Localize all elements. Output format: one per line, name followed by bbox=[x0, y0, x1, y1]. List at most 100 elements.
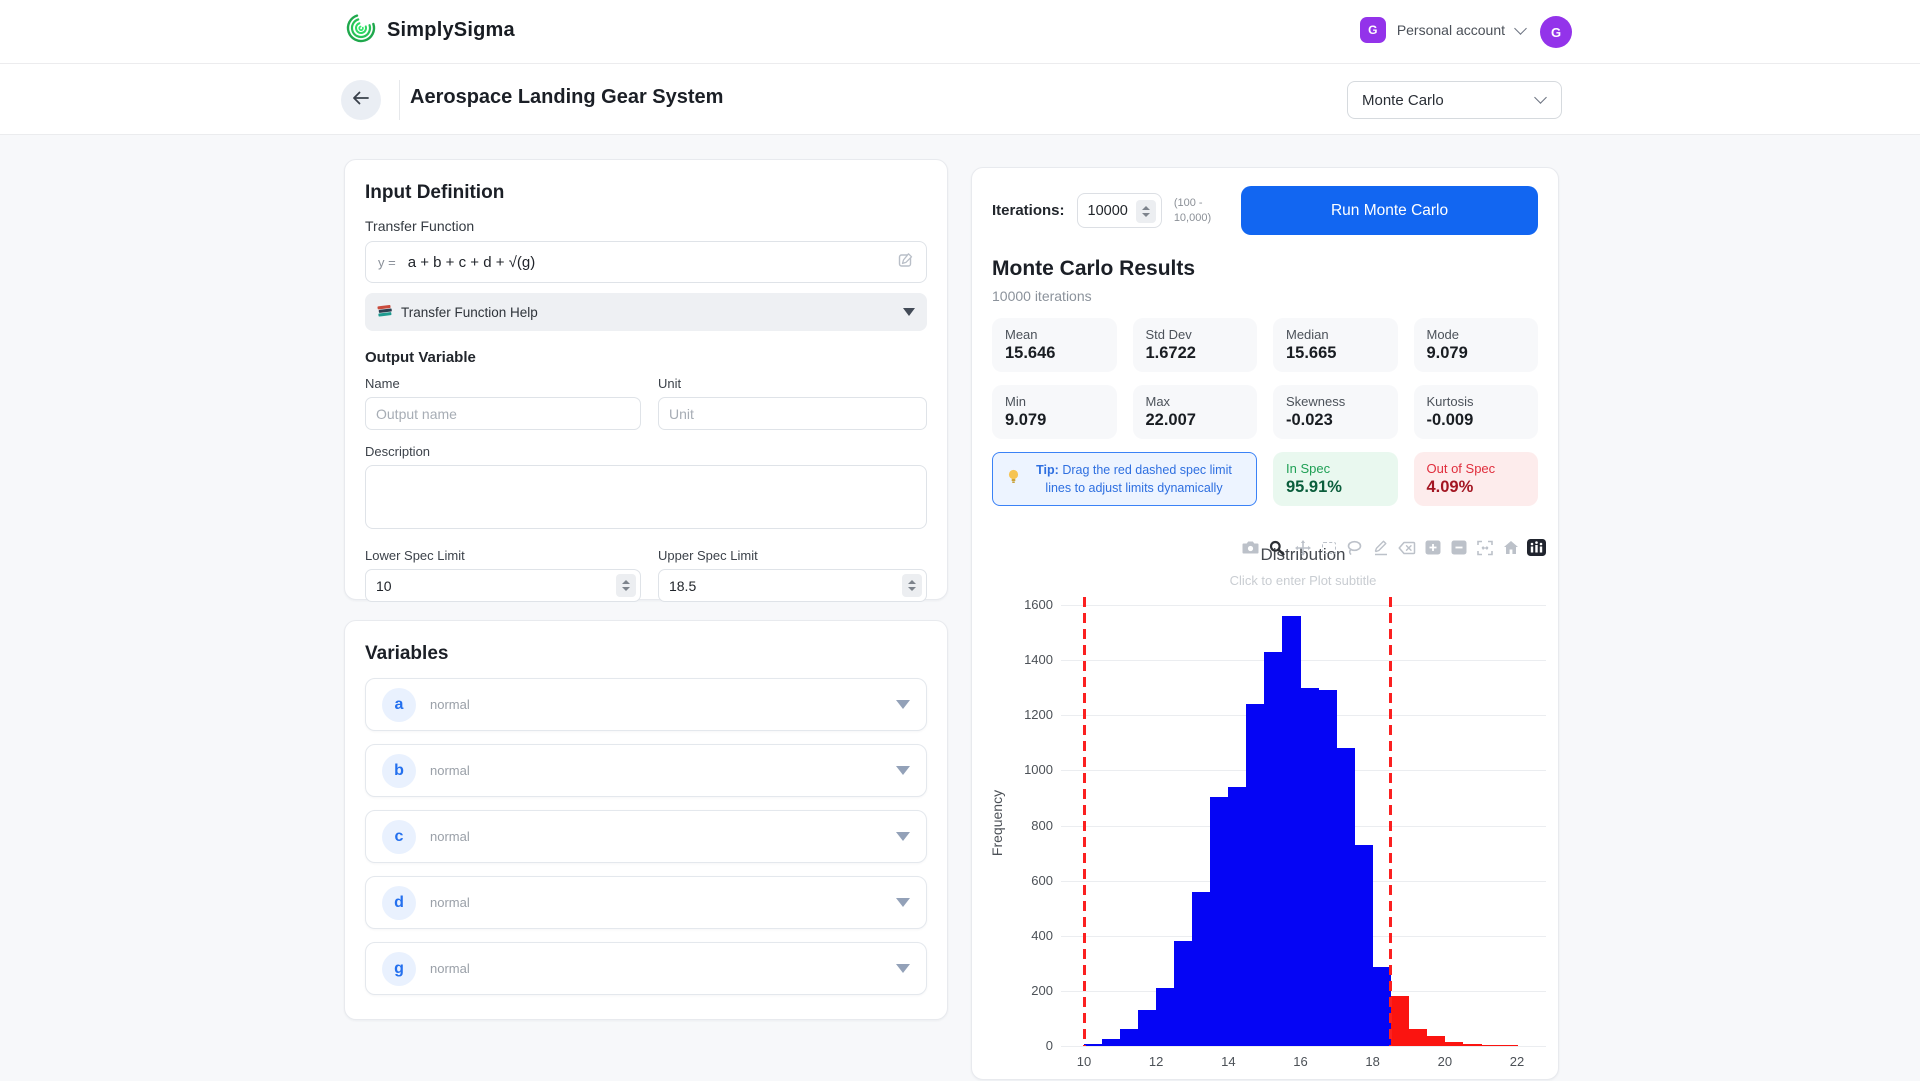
variables-card: Variables a normal b normal c normal d n… bbox=[344, 620, 948, 1020]
bar bbox=[1426, 1036, 1446, 1046]
lsl-stepper[interactable] bbox=[615, 574, 636, 597]
variable-distribution: normal bbox=[430, 961, 470, 976]
specline bbox=[1389, 597, 1393, 1046]
variable-row-g[interactable]: g normal bbox=[365, 942, 927, 995]
variable-badge: c bbox=[382, 819, 416, 854]
iterations-stepper[interactable] bbox=[1135, 200, 1156, 223]
ytick: 1000 bbox=[1024, 762, 1053, 778]
description-textarea[interactable] bbox=[365, 465, 927, 529]
run-monte-carlo-button[interactable]: Run Monte Carlo bbox=[1241, 186, 1538, 235]
camera-icon[interactable] bbox=[1241, 539, 1260, 556]
box-select-icon[interactable] bbox=[1319, 539, 1338, 556]
home-icon[interactable] bbox=[1501, 539, 1520, 556]
chart-subtitle[interactable]: Click to enter Plot subtitle bbox=[1229, 573, 1377, 588]
variable-row-d[interactable]: d normal bbox=[365, 876, 927, 929]
ytick: 0 bbox=[1045, 1038, 1053, 1053]
stat-mean: Mean 15.646 bbox=[992, 318, 1117, 372]
variable-row-c[interactable]: c normal bbox=[365, 810, 927, 863]
variable-row-a[interactable]: a normal bbox=[365, 678, 927, 731]
brand-name: SimplySigma bbox=[387, 19, 515, 41]
bar bbox=[1318, 690, 1338, 1046]
bar bbox=[1300, 687, 1320, 1046]
iterations-input[interactable]: 10000 bbox=[1076, 193, 1162, 228]
lasso-icon[interactable] bbox=[1345, 539, 1364, 556]
ytick: 1200 bbox=[1024, 707, 1053, 723]
stat-out-of-spec: Out of Spec 4.09% bbox=[1413, 452, 1538, 506]
back-button[interactable] bbox=[341, 80, 381, 120]
bar bbox=[1192, 891, 1211, 1046]
bar bbox=[1138, 1010, 1157, 1046]
description-label: Description bbox=[365, 444, 431, 459]
analysis-mode-select[interactable]: Monte Carlo bbox=[1347, 81, 1562, 119]
pan-icon[interactable] bbox=[1293, 539, 1312, 556]
chevron-down-icon bbox=[1534, 91, 1547, 104]
tip-text: Drag the red dashed spec limit lines to … bbox=[1045, 462, 1232, 495]
gridline bbox=[1061, 1046, 1546, 1047]
transfer-function-input[interactable]: y = a + b + c + d + √(g) bbox=[365, 241, 927, 283]
books-icon bbox=[377, 303, 393, 321]
edit-icon[interactable] bbox=[898, 252, 914, 273]
variable-distribution: normal bbox=[430, 895, 470, 910]
input-definition-title: Input Definition bbox=[365, 182, 505, 203]
distribution-chart: Distribution Click to enter Plot subtitl… bbox=[972, 523, 1560, 1081]
xtick: 16 bbox=[1293, 1054, 1308, 1069]
lsl-label: Lower Spec Limit bbox=[365, 548, 465, 563]
output-name-input[interactable] bbox=[365, 397, 641, 430]
bulb-icon bbox=[1007, 469, 1020, 489]
brand[interactable]: SimplySigma bbox=[345, 12, 515, 49]
page-header: Aerospace Landing Gear System Monte Carl… bbox=[0, 64, 1920, 135]
expand-arrow-icon bbox=[896, 832, 910, 841]
variable-distribution: normal bbox=[430, 697, 470, 712]
erase-icon[interactable] bbox=[1397, 539, 1416, 556]
input-definition-card: Input Definition Transfer Function y = a… bbox=[344, 159, 948, 602]
bar bbox=[1246, 704, 1265, 1046]
bar bbox=[1444, 1041, 1464, 1046]
variable-badge: a bbox=[382, 687, 416, 722]
plotly-modebar bbox=[1241, 539, 1546, 556]
xtick: 22 bbox=[1509, 1054, 1525, 1069]
usl-stepper[interactable] bbox=[902, 574, 922, 597]
logo-icon bbox=[345, 12, 377, 49]
usl-input[interactable]: 18.5 bbox=[657, 569, 927, 602]
bar bbox=[1084, 1043, 1103, 1046]
tip-bold: Tip: bbox=[1036, 462, 1059, 477]
xtick: 20 bbox=[1437, 1054, 1453, 1069]
name-label: Name bbox=[365, 376, 400, 391]
expand-arrow-icon bbox=[896, 964, 910, 973]
unit-label: Unit bbox=[657, 376, 682, 391]
expand-arrow-icon bbox=[896, 898, 910, 907]
variable-row-b[interactable]: b normal bbox=[365, 744, 927, 797]
ytick: 200 bbox=[1031, 982, 1053, 998]
page-title: Aerospace Landing Gear System bbox=[410, 86, 724, 108]
lsl-input[interactable]: 10 bbox=[365, 569, 641, 602]
chart-plot-area[interactable]: 0 200 400 600 800 1000 1200 1400 1600 10 12 14 16 18 2… bbox=[972, 523, 1560, 1081]
bar bbox=[1480, 1044, 1500, 1046]
xtick: 12 bbox=[1148, 1054, 1164, 1069]
plotly-logo-icon[interactable] bbox=[1527, 539, 1546, 556]
stat-skewness: Skewness -0.023 bbox=[1273, 385, 1398, 439]
usl-label: Upper Spec Limit bbox=[657, 548, 758, 563]
autoscale-icon[interactable] bbox=[1475, 539, 1494, 556]
stat-max: Max 22.007 bbox=[1132, 385, 1257, 439]
formula-prefix: y = bbox=[378, 254, 396, 270]
ytick: 800 bbox=[1031, 817, 1053, 833]
expand-arrow-icon bbox=[903, 308, 915, 316]
iterations-range-hint: (100 - 10,000) bbox=[1173, 196, 1212, 224]
draw-icon[interactable] bbox=[1371, 539, 1390, 556]
bar bbox=[1210, 796, 1229, 1046]
stat-min: Min 9.079 bbox=[992, 385, 1117, 439]
account-menu[interactable]: G Personal account bbox=[1359, 17, 1527, 43]
zoom-in-icon[interactable] bbox=[1423, 539, 1442, 556]
avatar[interactable]: G bbox=[1540, 16, 1572, 48]
top-navbar: SimplySigma G Personal account G bbox=[0, 0, 1920, 64]
stat-stddev: Std Dev 1.6722 bbox=[1132, 318, 1257, 372]
bar bbox=[1408, 1029, 1428, 1046]
unit-input[interactable] bbox=[657, 397, 927, 430]
zoom-icon[interactable] bbox=[1267, 539, 1286, 556]
help-label: Transfer Function Help bbox=[401, 304, 538, 320]
ytick: 1600 bbox=[1024, 597, 1053, 612]
bar bbox=[1372, 967, 1392, 1046]
ytick: 1400 bbox=[1024, 652, 1053, 668]
zoom-out-icon[interactable] bbox=[1449, 539, 1468, 556]
transfer-function-help-toggle[interactable]: Transfer Function Help bbox=[365, 293, 927, 331]
